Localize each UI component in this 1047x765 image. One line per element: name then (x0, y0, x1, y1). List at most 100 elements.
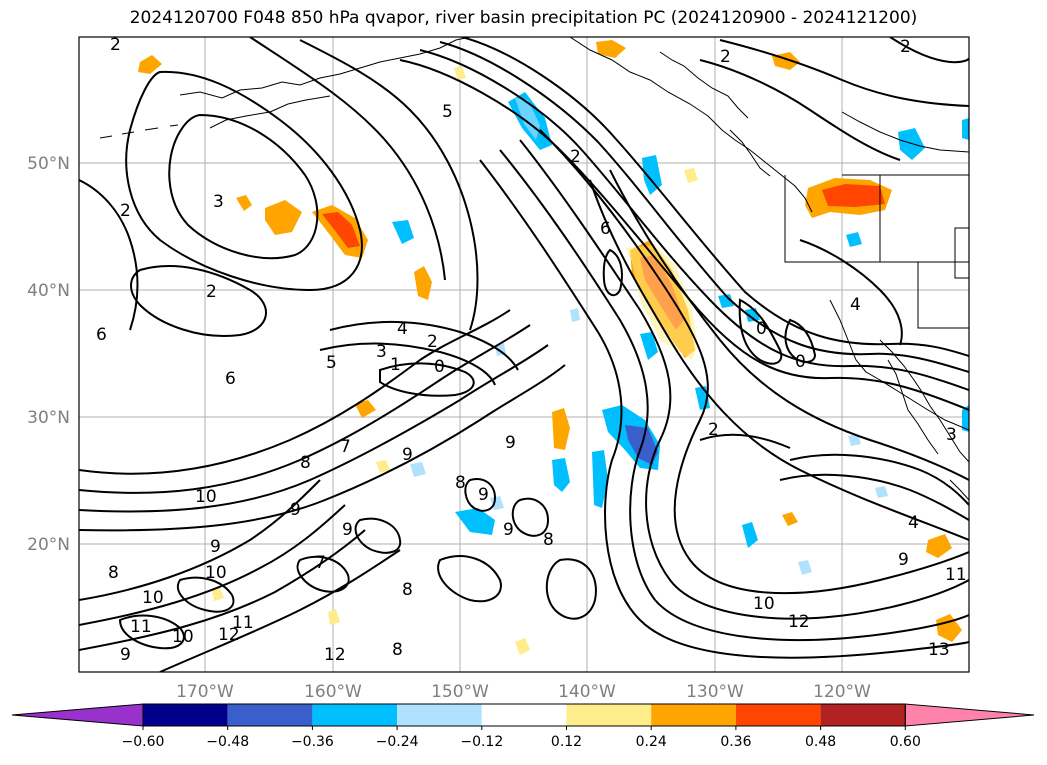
contour-label: 3 (376, 342, 387, 362)
lon-label: 160°W (304, 682, 362, 702)
coastlines (99, 37, 969, 501)
contour-label: 9 (503, 520, 514, 540)
colorbar-swatch (735, 704, 821, 726)
precip-patch (322, 212, 360, 248)
colorbar-swatch (651, 704, 736, 726)
contour-labels: 2 5 2 2 2 3 2 2 6 4 2 3 1 0 5 6 6 7 9 8 … (96, 35, 967, 665)
colorbar-swatch (397, 704, 482, 726)
precip-patch (265, 200, 302, 235)
contour-label: 8 (300, 453, 311, 473)
contour-label: 2 (206, 282, 217, 302)
lon-label: 130°W (686, 682, 744, 702)
contour-label: 2 (900, 37, 911, 57)
lon-label: 120°W (813, 682, 871, 702)
colorbar: −0.60 −0.48 −0.36 −0.24 −0.12 0.12 0.24 0.36 0.4… (11, 703, 1035, 750)
contour-label: 9 (342, 520, 353, 540)
contour-label: 9 (478, 485, 489, 505)
contour-label: 2 (720, 47, 731, 67)
precip-patch (742, 522, 758, 548)
contour-label: 4 (397, 319, 408, 339)
colorbar-swatch (227, 704, 313, 726)
precip-patch (410, 462, 426, 477)
contour-label: 6 (96, 325, 107, 345)
precip-patch (848, 434, 861, 446)
precip-patch (328, 609, 340, 625)
lat-label: 40°N (27, 281, 70, 301)
contour-label: 2 (110, 35, 121, 55)
contour-label: 12 (218, 625, 240, 645)
colorbar-tick-label: −0.60 (122, 734, 165, 750)
precip-patch (926, 534, 952, 558)
contour-label: 10 (142, 588, 164, 608)
colorbar-frame (142, 703, 906, 727)
precip-patch (962, 118, 969, 140)
graticule (79, 37, 969, 672)
lat-label: 30°N (27, 408, 70, 428)
precip-patch (936, 614, 962, 642)
contour-label: 9 (505, 433, 516, 453)
contour-label: 8 (108, 563, 119, 583)
contour-label: 11 (130, 617, 152, 637)
colorbar-swatch (566, 704, 652, 726)
contour-label: 9 (120, 645, 131, 665)
precip-patch (718, 294, 734, 308)
precip-patch (962, 405, 969, 432)
lon-label: 140°W (558, 682, 616, 702)
map-border (78, 36, 970, 673)
contour-label: 9 (290, 500, 301, 520)
precip-patch (875, 486, 888, 498)
contour-label: 12 (324, 645, 346, 665)
colorbar-tick-label: 0.24 (636, 734, 667, 750)
precip-patch (414, 266, 432, 300)
contour-label: 0 (434, 357, 445, 377)
colorbar-extend-max (904, 703, 1035, 727)
map-title: 2024120700 F048 850 hPa qvapor, river ba… (129, 8, 918, 28)
contour-label: 8 (543, 530, 554, 550)
contour-label: 8 (402, 580, 413, 600)
lon-label: 170°W (176, 682, 234, 702)
lat-label: 20°N (27, 535, 70, 555)
contour-label: 10 (195, 487, 217, 507)
lon-label: 150°W (431, 682, 489, 702)
contour-label: 11 (945, 565, 967, 585)
precip-patch (798, 560, 812, 575)
longitude-labels: 170°W 160°W 150°W 140°W 130°W 120°W (176, 682, 871, 702)
colorbar-swatch (481, 704, 567, 726)
contour-label: 11 (232, 613, 254, 633)
colorbar-tick-label: 0.48 (805, 734, 836, 750)
contour-label: 12 (788, 612, 810, 632)
precip-shading (138, 40, 969, 655)
precip-patch (515, 638, 530, 655)
precip-patch (642, 155, 662, 195)
contour-label: 2 (120, 201, 131, 221)
precip-patch (236, 195, 252, 211)
precip-patch (552, 408, 570, 450)
precip-patch (138, 55, 162, 74)
contour-label: 6 (225, 369, 236, 389)
contour-label: 7 (340, 437, 351, 457)
contour-label: 5 (326, 353, 337, 373)
contour-label: 13 (928, 640, 950, 660)
contour-label: 4 (908, 513, 919, 533)
precip-patch (392, 220, 414, 244)
map-panel: 2 5 2 2 2 3 2 2 6 4 2 3 1 0 5 6 6 7 9 8 … (79, 35, 969, 672)
colorbar-swatch (143, 704, 228, 726)
colorbar-tick-label: −0.12 (460, 734, 503, 750)
contour-label: 10 (205, 563, 227, 583)
contour-label: 2 (570, 147, 581, 167)
precip-patch (596, 40, 626, 58)
contour-label: 1 (390, 355, 401, 375)
precip-patch (376, 460, 390, 473)
precip-patch (552, 458, 570, 492)
contour-label: 6 (600, 219, 611, 239)
contour-label: 3 (213, 192, 224, 212)
precip-patch (822, 184, 885, 207)
colorbar-tick-label: 0.12 (551, 734, 582, 750)
lat-label: 50°N (27, 154, 70, 174)
contour-label: 0 (756, 319, 767, 339)
latitude-labels: 50°N 40°N 30°N 20°N (27, 154, 70, 555)
qvapor-contours (79, 37, 969, 672)
contour-label: 8 (455, 473, 466, 493)
precip-patch (782, 512, 798, 526)
